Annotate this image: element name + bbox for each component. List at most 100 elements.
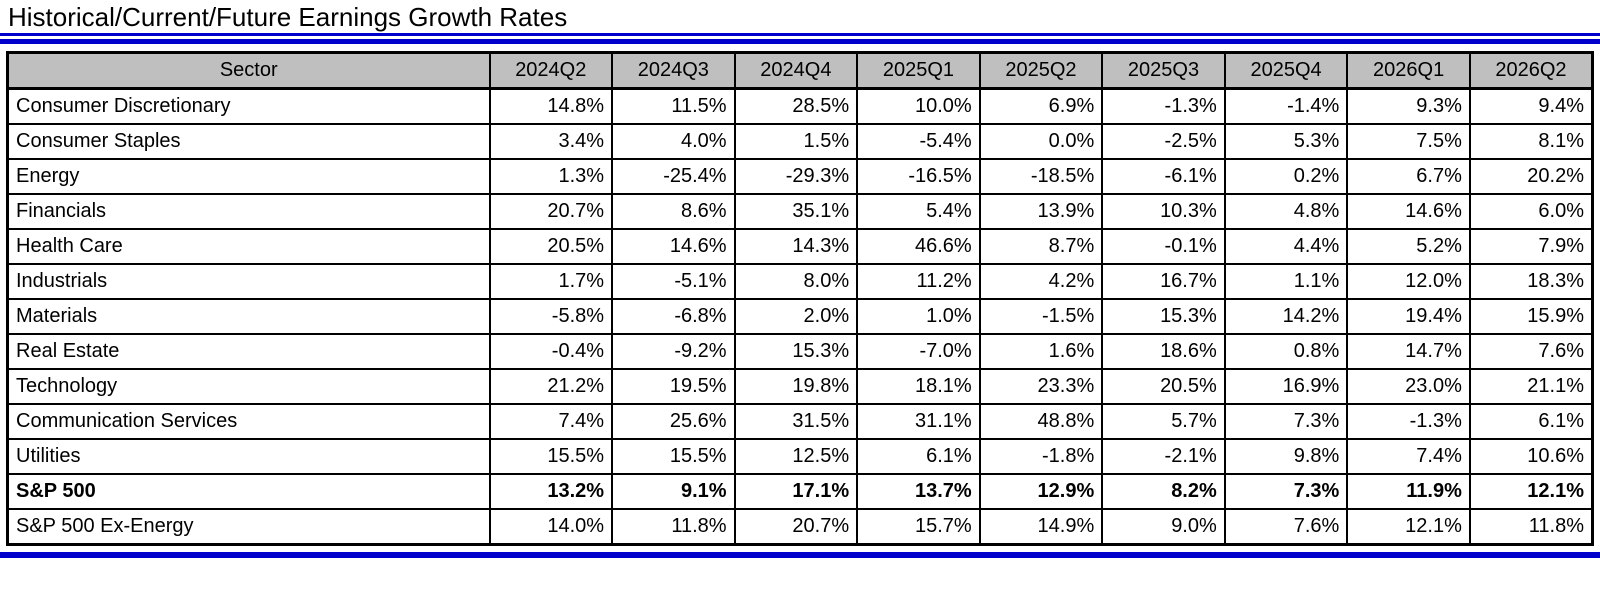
sector-name: Technology [6,368,491,405]
growth-value-cell: 20.7% [488,193,614,230]
table-row: Technology 21.2% 19.5% 19.8% 18.1% 23.3% 20.5%… [6,368,1594,405]
growth-value-cell: -25.4% [611,158,736,195]
growth-value-cell: 0.8% [1223,333,1349,370]
page-title: Historical/Current/Future Earnings Growt… [8,2,568,32]
title-underline [0,33,1600,44]
col-header-quarter: 2026Q1 [1346,51,1471,90]
growth-value-cell: 48.8% [978,403,1104,440]
growth-value-cell: 1.0% [856,298,981,335]
growth-value-cell: 14.7% [1346,333,1471,370]
sector-name: S&P 500 Ex-Energy [6,508,491,546]
growth-value-cell: 7.4% [1346,438,1471,475]
growth-value-cell: -2.1% [1101,438,1226,475]
growth-value-cell: -6.8% [611,298,736,335]
growth-value-cell: 15.3% [733,333,859,370]
growth-value-cell: -0.4% [488,333,614,370]
growth-value-cell: 8.7% [978,228,1104,265]
growth-value-cell: 46.6% [856,228,981,265]
growth-value-cell: 1.7% [488,263,614,300]
growth-value-cell: 23.0% [1346,368,1471,405]
growth-value-cell: -6.1% [1101,158,1226,195]
growth-value-cell: 4.2% [978,263,1104,300]
table-row: Consumer Discretionary 14.8% 11.5% 28.5% 10.… [6,87,1594,125]
table-row: S&P 500 Ex-Energy 14.0% 11.8% 20.7% 15.7% 14.… [6,508,1594,546]
growth-value-cell: 15.9% [1468,298,1594,335]
sector-name: Consumer Discretionary [6,87,491,125]
earnings-growth-table: Sector 2024Q2 2024Q3 2024Q4 2025Q1 2025Q2 2025… [6,51,1594,546]
growth-value-cell: 5.7% [1101,403,1226,440]
growth-value-cell: 20.5% [1101,368,1226,405]
growth-value-cell: 10.0% [856,87,981,125]
header-row: Sector 2024Q2 2024Q3 2024Q4 2025Q1 2025Q2 2025… [6,51,1594,90]
growth-value-cell: 1.1% [1223,263,1349,300]
growth-value-cell: 19.5% [611,368,736,405]
growth-value-cell: 9.0% [1101,508,1226,546]
growth-value-cell: 16.9% [1223,368,1349,405]
col-header-quarter: 2025Q2 [978,51,1104,90]
sector-name: Energy [6,158,491,195]
growth-value-cell: 5.3% [1223,123,1349,160]
sector-name: Utilities [6,438,491,475]
growth-value-cell: 0.0% [978,123,1104,160]
growth-value-cell: 14.9% [978,508,1104,546]
growth-value-cell: 6.9% [978,87,1104,125]
growth-value-cell: 25.6% [611,403,736,440]
growth-value-cell: -5.8% [488,298,614,335]
table-row: S&P 500 13.2% 9.1% 17.1% 13.7% 12.9% 8.2% 7.3% 1… [6,473,1594,510]
col-header-sector: Sector [6,51,491,90]
growth-value-cell: 9.3% [1346,87,1471,125]
growth-value-cell: 6.0% [1468,193,1594,230]
growth-value-cell: -5.4% [856,123,981,160]
growth-value-cell: -9.2% [611,333,736,370]
growth-value-cell: -1.3% [1346,403,1471,440]
growth-value-cell: 4.8% [1223,193,1349,230]
growth-value-cell: 15.5% [611,438,736,475]
growth-value-cell: -1.4% [1223,87,1349,125]
growth-value-cell: 11.8% [1468,508,1594,546]
bottom-rule [0,552,1600,558]
growth-value-cell: -1.8% [978,438,1104,475]
table-row: Industrials 1.7% -5.1% 8.0% 11.2% 4.2% 16.7% 1.… [6,263,1594,300]
table-row: Health Care 20.5% 14.6% 14.3% 46.6% 8.7% -0.1%… [6,228,1594,265]
growth-value-cell: 8.2% [1101,473,1226,510]
col-header-quarter: 2024Q4 [733,51,859,90]
growth-value-cell: 23.3% [978,368,1104,405]
col-header-quarter: 2025Q4 [1223,51,1349,90]
growth-value-cell: 31.1% [856,403,981,440]
growth-value-cell: 7.3% [1223,473,1349,510]
growth-value-cell: 8.1% [1468,123,1594,160]
growth-value-cell: 4.0% [611,123,736,160]
table-row: Communication Services 7.4% 25.6% 31.5% 31.1… [6,403,1594,440]
growth-value-cell: 19.8% [733,368,859,405]
sector-name: Materials [6,298,491,335]
col-header-quarter: 2026Q2 [1468,51,1594,90]
growth-value-cell: 31.5% [733,403,859,440]
growth-value-cell: 6.7% [1346,158,1471,195]
growth-value-cell: 7.9% [1468,228,1594,265]
growth-value-cell: -18.5% [978,158,1104,195]
growth-value-cell: 20.5% [488,228,614,265]
growth-value-cell: 5.2% [1346,228,1471,265]
growth-value-cell: -2.5% [1101,123,1226,160]
growth-value-cell: -7.0% [856,333,981,370]
growth-value-cell: 4.4% [1223,228,1349,265]
growth-value-cell: 8.0% [733,263,859,300]
sector-name: Health Care [6,228,491,265]
growth-value-cell: -1.3% [1101,87,1226,125]
growth-value-cell: 3.4% [488,123,614,160]
growth-value-cell: 13.2% [488,473,614,510]
growth-value-cell: -16.5% [856,158,981,195]
table-row: Financials 20.7% 8.6% 35.1% 5.4% 13.9% 10.3% 4.… [6,193,1594,230]
growth-value-cell: 11.8% [611,508,736,546]
growth-value-cell: 11.2% [856,263,981,300]
growth-value-cell: 14.0% [488,508,614,546]
growth-value-cell: 7.3% [1223,403,1349,440]
table-row: Materials -5.8% -6.8% 2.0% 1.0% -1.5% 15.3% 14.… [6,298,1594,335]
growth-value-cell: 17.1% [733,473,859,510]
growth-value-cell: -0.1% [1101,228,1226,265]
growth-value-cell: 18.3% [1468,263,1594,300]
growth-value-cell: 21.2% [488,368,614,405]
col-header-quarter: 2024Q3 [611,51,736,90]
growth-value-cell: 12.5% [733,438,859,475]
growth-value-cell: 13.9% [978,193,1104,230]
